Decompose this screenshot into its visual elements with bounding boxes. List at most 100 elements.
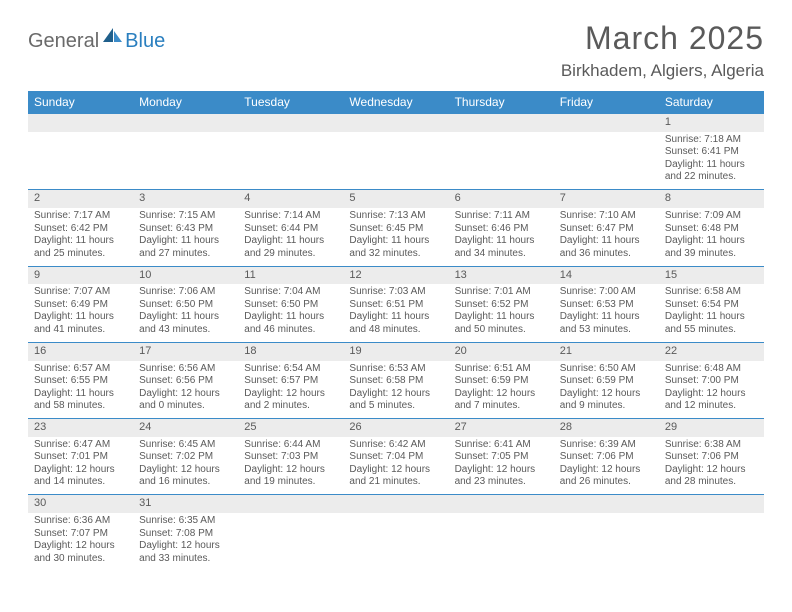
daylight-text: Daylight: 12 hours	[665, 464, 758, 477]
logo: General Blue	[28, 28, 165, 55]
daylight-text: and 58 minutes.	[34, 400, 127, 413]
daylight-text: Daylight: 12 hours	[139, 464, 232, 477]
weekday-header: Monday	[133, 91, 238, 114]
day-number-cell: 14	[554, 266, 659, 284]
location-text: Birkhadem, Algiers, Algeria	[561, 61, 764, 81]
day-content-cell: Sunrise: 7:04 AMSunset: 6:50 PMDaylight:…	[238, 284, 343, 342]
day-number-cell	[659, 495, 764, 513]
sunrise-text: Sunrise: 6:39 AM	[560, 439, 653, 452]
day-number-cell	[343, 495, 448, 513]
day-number-cell: 13	[449, 266, 554, 284]
sunset-text: Sunset: 6:47 PM	[560, 223, 653, 236]
sunset-text: Sunset: 6:59 PM	[560, 375, 653, 388]
daylight-text: Daylight: 11 hours	[560, 311, 653, 324]
day-number-cell	[133, 114, 238, 132]
daylight-text: Daylight: 11 hours	[244, 235, 337, 248]
sunrise-text: Sunrise: 6:50 AM	[560, 363, 653, 376]
daylight-text: Daylight: 11 hours	[34, 388, 127, 401]
sunrise-text: Sunrise: 6:54 AM	[244, 363, 337, 376]
sunset-text: Sunset: 6:58 PM	[349, 375, 442, 388]
day-content-cell: Sunrise: 7:15 AMSunset: 6:43 PMDaylight:…	[133, 208, 238, 266]
day-content-row: Sunrise: 6:36 AMSunset: 7:07 PMDaylight:…	[28, 513, 764, 571]
day-number-cell: 5	[343, 190, 448, 208]
day-number-row: 9101112131415	[28, 266, 764, 284]
day-content-cell: Sunrise: 6:42 AMSunset: 7:04 PMDaylight:…	[343, 437, 448, 495]
day-content-cell: Sunrise: 6:45 AMSunset: 7:02 PMDaylight:…	[133, 437, 238, 495]
day-number-cell: 9	[28, 266, 133, 284]
weekday-header: Sunday	[28, 91, 133, 114]
day-content-cell: Sunrise: 6:54 AMSunset: 6:57 PMDaylight:…	[238, 361, 343, 419]
sunset-text: Sunset: 7:04 PM	[349, 451, 442, 464]
daylight-text: and 50 minutes.	[455, 324, 548, 337]
day-number-row: 2345678	[28, 190, 764, 208]
daylight-text: Daylight: 11 hours	[34, 235, 127, 248]
day-content-row: Sunrise: 6:47 AMSunset: 7:01 PMDaylight:…	[28, 437, 764, 495]
day-number-cell: 2	[28, 190, 133, 208]
sunset-text: Sunset: 7:06 PM	[560, 451, 653, 464]
daylight-text: and 19 minutes.	[244, 476, 337, 489]
daylight-text: Daylight: 11 hours	[349, 235, 442, 248]
day-content-cell: Sunrise: 7:13 AMSunset: 6:45 PMDaylight:…	[343, 208, 448, 266]
daylight-text: and 29 minutes.	[244, 248, 337, 261]
day-number-cell	[28, 114, 133, 132]
day-number-cell: 4	[238, 190, 343, 208]
day-number-cell	[449, 495, 554, 513]
weekday-header: Friday	[554, 91, 659, 114]
day-content-cell: Sunrise: 7:11 AMSunset: 6:46 PMDaylight:…	[449, 208, 554, 266]
daylight-text: and 5 minutes.	[349, 400, 442, 413]
daylight-text: Daylight: 12 hours	[34, 540, 127, 553]
daylight-text: and 41 minutes.	[34, 324, 127, 337]
day-number-cell: 1	[659, 114, 764, 132]
day-content-row: Sunrise: 6:57 AMSunset: 6:55 PMDaylight:…	[28, 361, 764, 419]
sunrise-text: Sunrise: 6:51 AM	[455, 363, 548, 376]
daylight-text: and 26 minutes.	[560, 476, 653, 489]
sunset-text: Sunset: 6:46 PM	[455, 223, 548, 236]
sunset-text: Sunset: 6:50 PM	[244, 299, 337, 312]
daylight-text: and 2 minutes.	[244, 400, 337, 413]
day-content-row: Sunrise: 7:18 AMSunset: 6:41 PMDaylight:…	[28, 132, 764, 190]
logo-sail-icon	[103, 28, 123, 49]
sunset-text: Sunset: 6:49 PM	[34, 299, 127, 312]
sunrise-text: Sunrise: 7:11 AM	[455, 210, 548, 223]
calendar-table: Sunday Monday Tuesday Wednesday Thursday…	[28, 91, 764, 571]
day-content-cell: Sunrise: 6:47 AMSunset: 7:01 PMDaylight:…	[28, 437, 133, 495]
daylight-text: and 30 minutes.	[34, 553, 127, 566]
sunrise-text: Sunrise: 6:53 AM	[349, 363, 442, 376]
daylight-text: and 21 minutes.	[349, 476, 442, 489]
daylight-text: Daylight: 11 hours	[139, 235, 232, 248]
day-number-cell: 11	[238, 266, 343, 284]
daylight-text: Daylight: 12 hours	[349, 464, 442, 477]
daylight-text: and 33 minutes.	[139, 553, 232, 566]
sunset-text: Sunset: 6:56 PM	[139, 375, 232, 388]
day-number-cell	[238, 114, 343, 132]
daylight-text: Daylight: 12 hours	[244, 388, 337, 401]
daylight-text: and 55 minutes.	[665, 324, 758, 337]
sunrise-text: Sunrise: 7:14 AM	[244, 210, 337, 223]
day-number-cell	[554, 114, 659, 132]
day-number-cell: 30	[28, 495, 133, 513]
day-number-cell: 7	[554, 190, 659, 208]
day-number-cell: 31	[133, 495, 238, 513]
sunrise-text: Sunrise: 7:06 AM	[139, 286, 232, 299]
daylight-text: Daylight: 11 hours	[34, 311, 127, 324]
sunrise-text: Sunrise: 7:17 AM	[34, 210, 127, 223]
sunrise-text: Sunrise: 6:45 AM	[139, 439, 232, 452]
day-number-cell: 10	[133, 266, 238, 284]
daylight-text: and 39 minutes.	[665, 248, 758, 261]
sunset-text: Sunset: 6:42 PM	[34, 223, 127, 236]
sunset-text: Sunset: 6:53 PM	[560, 299, 653, 312]
day-content-cell: Sunrise: 6:39 AMSunset: 7:06 PMDaylight:…	[554, 437, 659, 495]
daylight-text: and 32 minutes.	[349, 248, 442, 261]
daylight-text: and 23 minutes.	[455, 476, 548, 489]
day-content-cell: Sunrise: 7:07 AMSunset: 6:49 PMDaylight:…	[28, 284, 133, 342]
day-content-cell: Sunrise: 6:57 AMSunset: 6:55 PMDaylight:…	[28, 361, 133, 419]
day-content-cell: Sunrise: 7:09 AMSunset: 6:48 PMDaylight:…	[659, 208, 764, 266]
day-content-cell: Sunrise: 6:41 AMSunset: 7:05 PMDaylight:…	[449, 437, 554, 495]
sunrise-text: Sunrise: 7:10 AM	[560, 210, 653, 223]
day-content-cell	[449, 132, 554, 190]
sunset-text: Sunset: 7:00 PM	[665, 375, 758, 388]
day-number-cell	[449, 114, 554, 132]
sunset-text: Sunset: 6:57 PM	[244, 375, 337, 388]
daylight-text: Daylight: 12 hours	[560, 388, 653, 401]
daylight-text: and 46 minutes.	[244, 324, 337, 337]
